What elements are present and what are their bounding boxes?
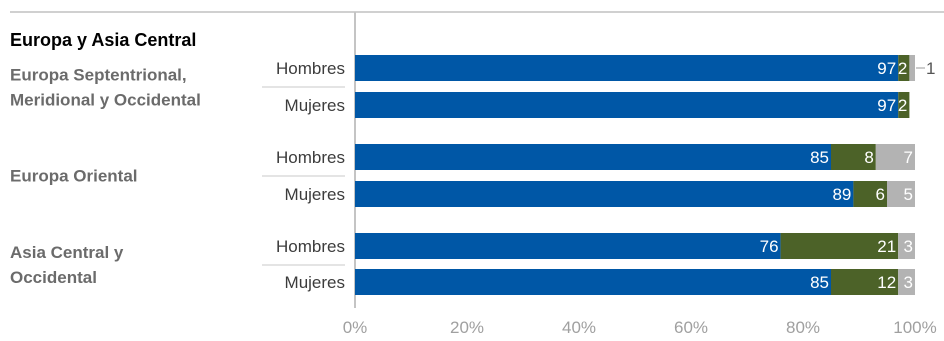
bar-segment	[831, 269, 899, 295]
value-label: 97	[877, 59, 896, 78]
x-tick-label: 60%	[674, 318, 708, 337]
group-label: Asia Central y	[10, 243, 124, 262]
group-label: Occidental	[10, 268, 97, 287]
bar-segment	[831, 144, 876, 170]
value-label: 3	[904, 237, 913, 256]
value-label: 1	[926, 59, 935, 78]
value-label: 8	[864, 148, 873, 167]
bar-segment	[853, 181, 887, 207]
value-label: 7	[904, 148, 913, 167]
group-label: Meridional y Occidental	[10, 91, 201, 110]
row-label: Hombres	[276, 237, 345, 256]
bar-segment	[875, 144, 915, 170]
value-label: 2	[898, 96, 907, 115]
bar-segment	[898, 55, 910, 81]
value-label: 21	[877, 237, 896, 256]
x-tick-label: 0%	[343, 318, 368, 337]
row-label: Mujeres	[285, 96, 345, 115]
chart-title: Europa y Asia Central	[10, 30, 196, 50]
group-label: Europa Oriental	[10, 167, 138, 186]
value-label: 85	[810, 273, 829, 292]
bar-segment	[898, 233, 915, 259]
bar-segment	[887, 181, 915, 207]
row-label: Hombres	[276, 148, 345, 167]
labels-layer: 0% 20% 40% 60% 80% 100% Europa Septentrional, M…	[10, 59, 937, 337]
value-label: 3	[904, 273, 913, 292]
bars-layer	[355, 55, 915, 295]
bar-segment	[898, 92, 910, 118]
x-tick-label: 80%	[786, 318, 820, 337]
value-label: 76	[760, 237, 779, 256]
bar-segment	[355, 55, 899, 81]
bar-segment	[898, 269, 915, 295]
bar-segment	[355, 92, 899, 118]
row-label: Mujeres	[285, 185, 345, 204]
row-label: Hombres	[276, 59, 345, 78]
group-label: Europa Septentrional,	[10, 66, 187, 85]
bar-segment	[909, 55, 915, 81]
x-tick-label: 20%	[450, 318, 484, 337]
x-tick-label: 100%	[893, 318, 936, 337]
value-label: 12	[877, 273, 896, 292]
bar-segment	[355, 269, 831, 295]
bar-segment	[355, 233, 781, 259]
value-label: 5	[904, 185, 913, 204]
row-label: Mujeres	[285, 273, 345, 292]
value-label: 6	[876, 185, 885, 204]
bar-segment	[355, 144, 831, 170]
bar-segment	[355, 181, 854, 207]
value-label: 97	[877, 96, 896, 115]
value-label: 85	[810, 148, 829, 167]
x-tick-label: 40%	[562, 318, 596, 337]
value-label: 89	[832, 185, 851, 204]
value-label: 2	[898, 59, 907, 78]
bar-segment	[780, 233, 899, 259]
